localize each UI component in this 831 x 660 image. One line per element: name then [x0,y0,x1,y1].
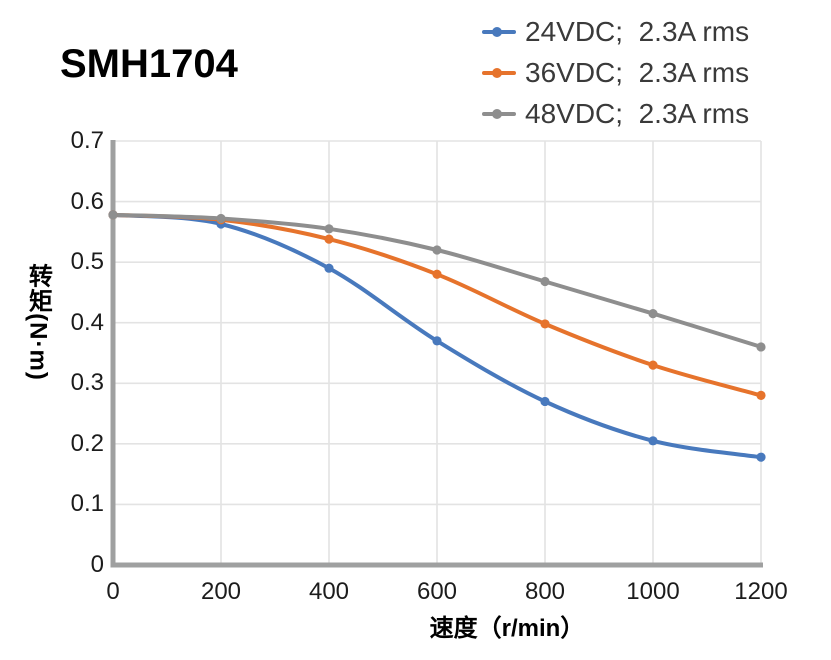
x-tick-label: 200 [200,578,242,605]
legend-label: 48VDC; 2.3A rms [525,98,750,129]
legend-item-1: 36VDC; 2.3A rms [482,55,749,91]
data-point-1-6 [756,390,766,400]
data-point-0-3 [432,336,442,346]
data-point-2-6 [756,342,766,352]
legend-item-0: 24VDC; 2.3A rms [482,14,749,50]
y-tick-label: 0.5 [70,248,104,276]
y-tick-label: 0.7 [70,127,104,154]
y-axis-label: 转矩(N·m) [24,263,52,381]
x-tick-label: 1200 [734,578,788,605]
legend-label: 24VDC; 2.3A rms [525,16,750,47]
data-point-2-1 [216,213,226,224]
data-point-1-2 [324,234,334,244]
data-point-0-4 [540,396,550,407]
legend-marker-icon [482,108,516,120]
data-point-2-2 [324,224,334,234]
x-tick-label: 600 [416,578,458,605]
y-tick-label: 0.3 [70,369,104,397]
y-tick-label: 0 [90,551,104,578]
data-point-0-5 [648,436,658,446]
x-tick-label: 0 [106,578,120,605]
data-point-2-5 [648,309,658,319]
data-point-1-3 [432,269,442,279]
x-tick-label: 1000 [626,578,680,605]
data-point-2-0 [108,210,118,220]
data-point-0-6 [756,452,766,462]
data-point-1-5 [648,360,658,370]
data-point-1-4 [540,319,550,329]
x-tick-label: 800 [524,578,566,605]
chart-title: SMH1704 [60,42,238,86]
legend-label: 36VDC; 2.3A rms [525,57,750,88]
data-point-0-2 [324,263,334,273]
x-tick-label: 400 [308,578,350,605]
data-point-2-4 [540,276,550,287]
y-tick-label: 0.1 [70,490,104,518]
legend-item-2: 48VDC; 2.3A rms [482,96,749,132]
data-point-2-3 [432,245,442,255]
y-tick-label: 0.4 [70,308,104,336]
legend-marker-icon [482,67,516,79]
legend: 24VDC; 2.3A rms 36VDC; 2.3A rms 48VDC; 2.3… [482,14,749,132]
legend-marker-icon [482,26,516,38]
x-axis-label: 速度（r/min） [429,615,585,642]
y-tick-label: 0.2 [70,429,104,457]
y-tick-label: 0.6 [70,187,104,215]
